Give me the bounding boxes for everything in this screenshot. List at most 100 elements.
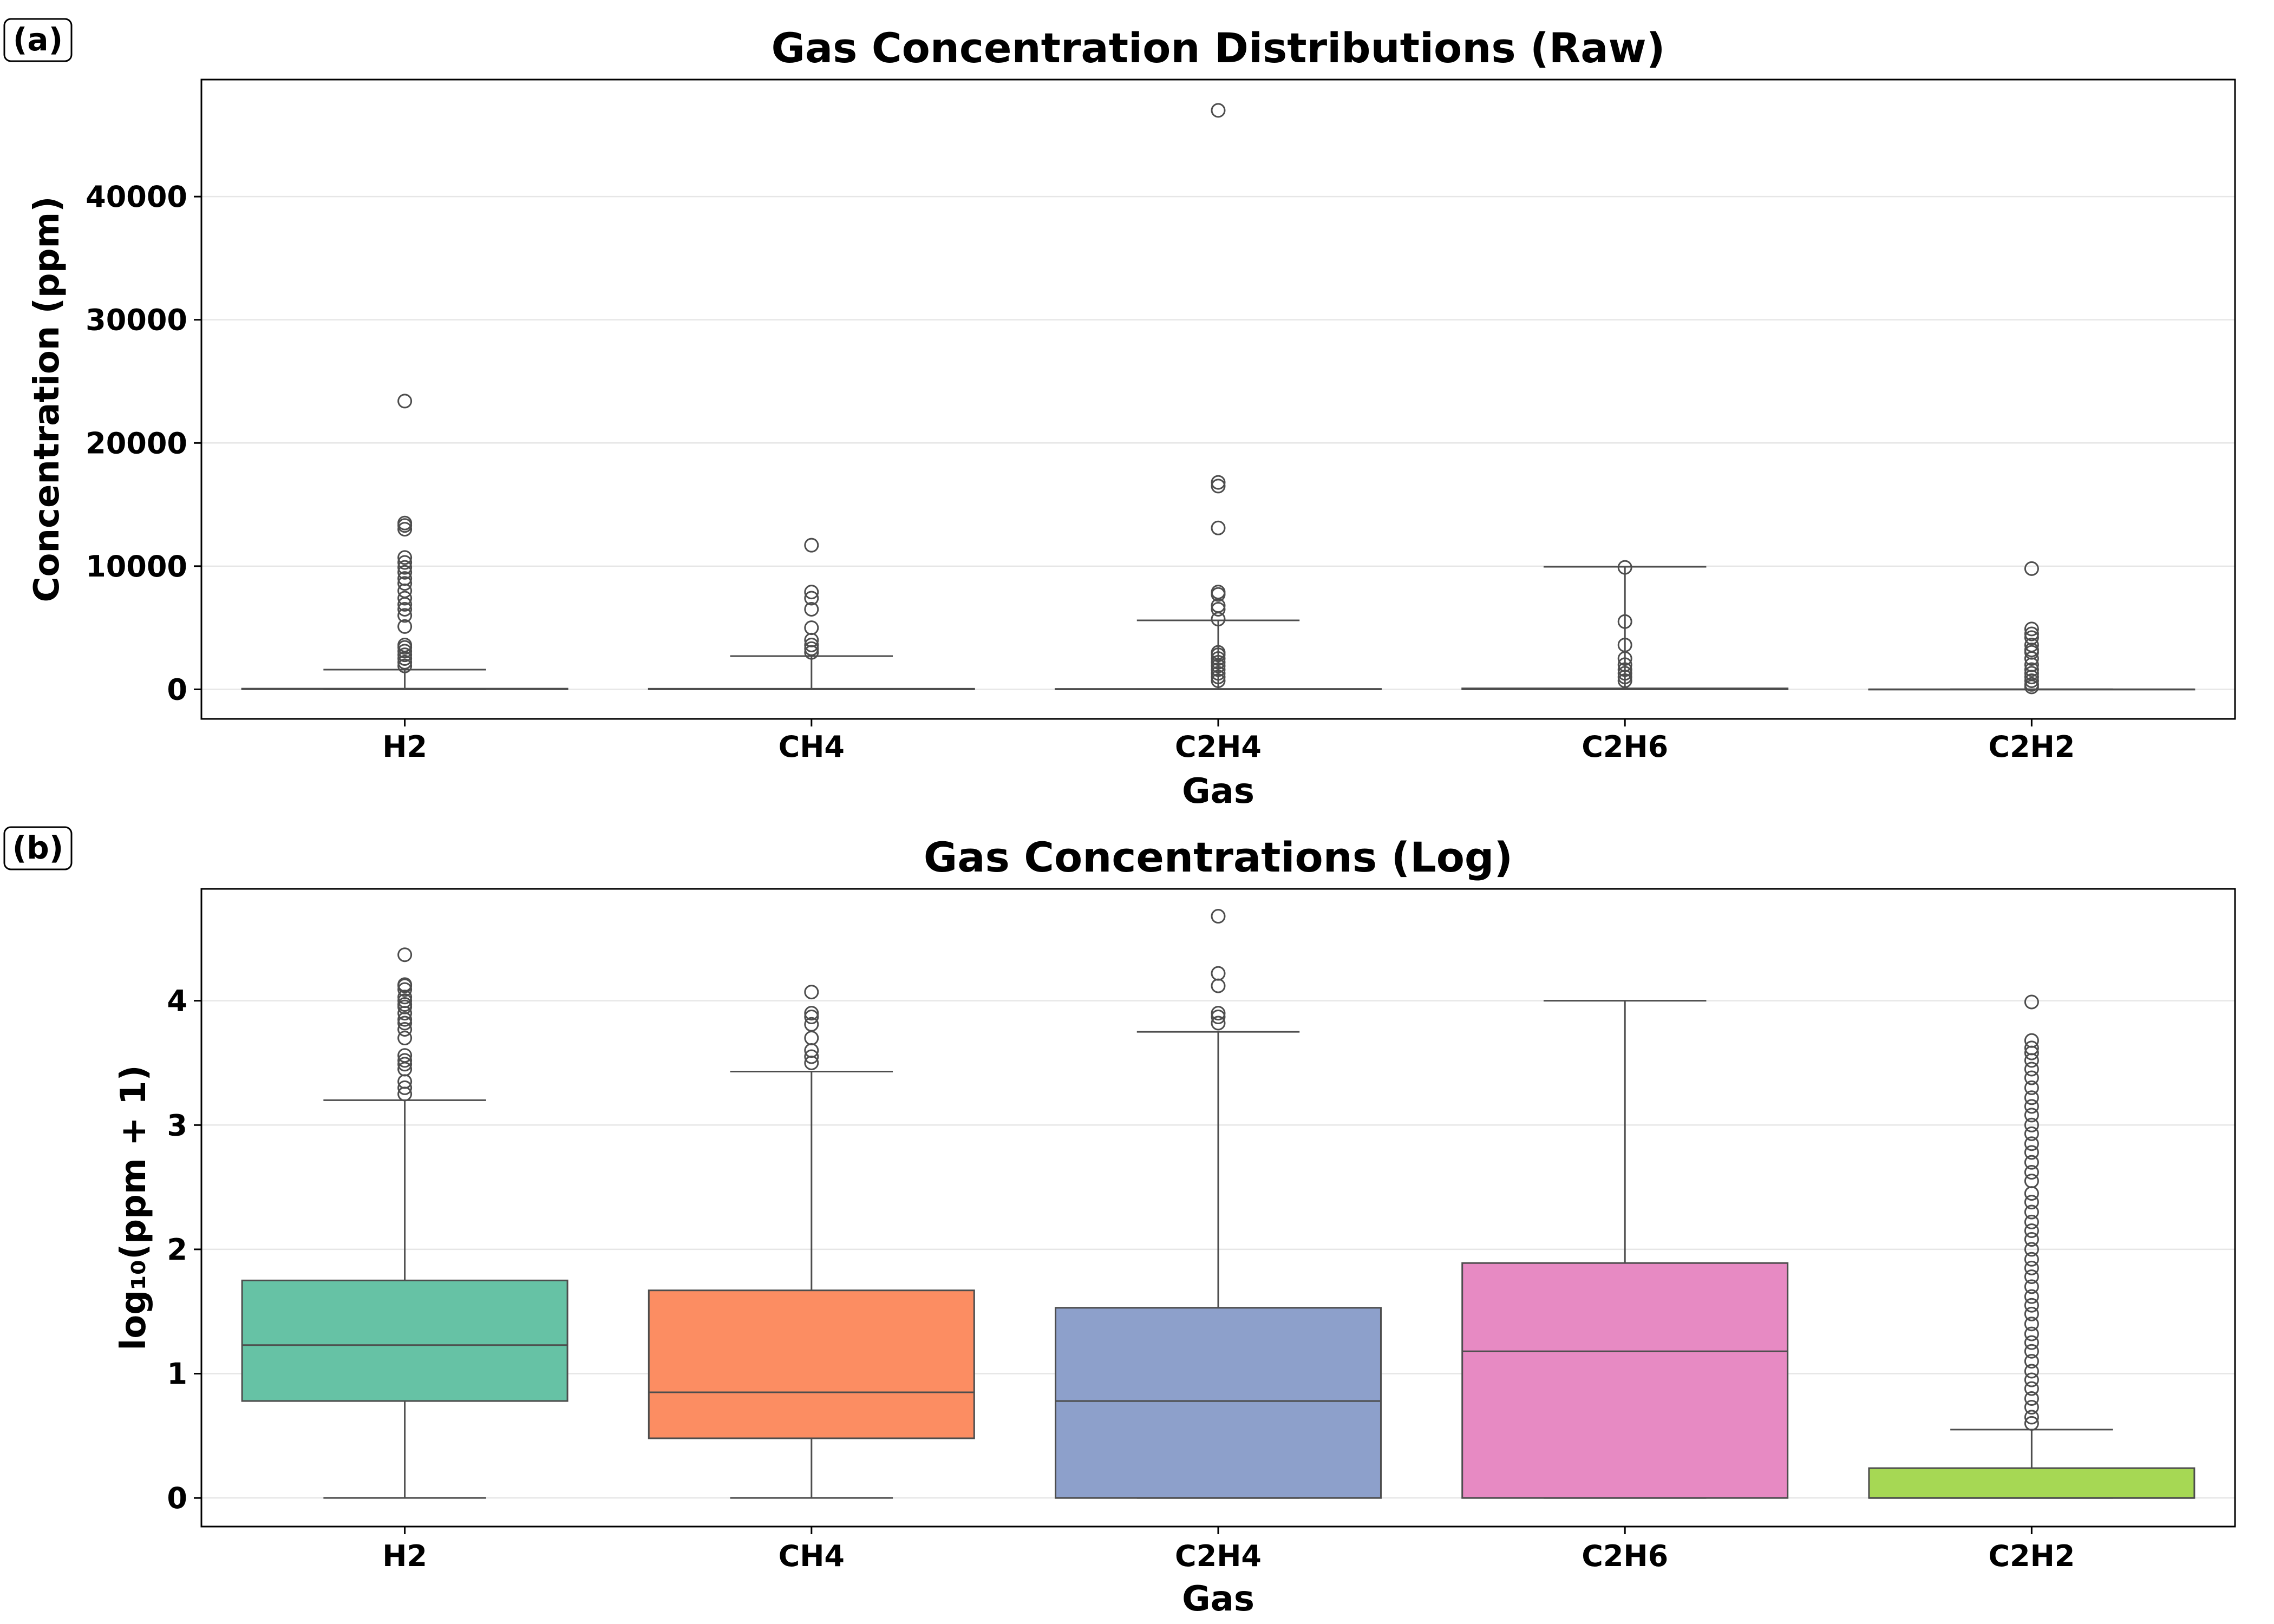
outlier-point (2024, 1174, 2039, 1189)
outlier-point (397, 1016, 413, 1031)
outlier-point (397, 1006, 413, 1021)
x-tick-label: CH4 (779, 730, 845, 764)
box-group-h2 (241, 394, 568, 690)
outlier-point (2024, 1080, 2039, 1095)
outlier-point (2024, 1400, 2039, 1415)
outlier-point (2024, 1223, 2039, 1238)
box (241, 1279, 568, 1402)
outlier-point (804, 1049, 819, 1064)
outlier-point (2024, 1364, 2039, 1379)
outlier-point (397, 576, 413, 591)
outlier-point (2024, 1279, 2039, 1294)
box (648, 1289, 975, 1439)
outlier-point (397, 597, 413, 612)
outlier-point (397, 560, 413, 575)
y-axis-label: log₁₀(ppm + 1) (114, 1065, 154, 1350)
outlier-point (1211, 658, 1226, 673)
outlier-point (397, 1012, 413, 1027)
outlier-point (1211, 103, 1226, 118)
panel-tag: (b) (3, 826, 73, 870)
x-axis-label: Gas (1182, 771, 1254, 811)
outlier-point (804, 985, 819, 1000)
x-tick-label: CH4 (779, 1539, 845, 1573)
box-group-c2h6 (1461, 1000, 1789, 1499)
x-tick-label: H2 (382, 730, 427, 764)
outlier-point (1211, 651, 1226, 666)
outlier-point (2024, 1214, 2039, 1229)
outlier-point (2024, 1416, 2039, 1431)
outlier-point (1617, 673, 1632, 688)
y-tick-label: 0 (167, 1481, 187, 1515)
outlier-point (397, 1057, 413, 1072)
outlier-point (804, 1010, 819, 1025)
outlier-point (1617, 560, 1632, 575)
outlier-point (2024, 1145, 2039, 1160)
outlier-point (1211, 1006, 1226, 1021)
panel-a: (a) Gas Concentration Distributions (Raw)… (3, 18, 2236, 811)
outlier-point (2024, 1317, 2039, 1332)
outlier-point (2024, 1053, 2039, 1068)
outlier-point (2024, 1354, 2039, 1369)
outlier-point (1211, 479, 1226, 494)
outlier-point (2024, 626, 2039, 641)
outlier-point (1211, 587, 1226, 602)
panel-tag-label: (a) (13, 21, 63, 58)
outlier-point (2024, 1260, 2039, 1275)
y-tick-label: 3 (167, 1108, 187, 1142)
y-tick-label: 0 (167, 672, 187, 706)
outlier-point (2024, 1126, 2039, 1141)
outlier-point (2024, 1381, 2039, 1396)
outlier-point (804, 637, 819, 652)
outlier-point (804, 538, 819, 553)
chart-title: Gas Concentrations (Log) (924, 833, 1513, 881)
outlier-point (2024, 1117, 2039, 1132)
outlier-point (397, 990, 413, 1005)
outlier-point (2024, 1335, 2039, 1350)
outlier-point (2024, 1062, 2039, 1077)
outlier-point (2024, 1242, 2039, 1257)
outlier-point (2024, 1155, 2039, 1170)
outlier-point (1211, 647, 1226, 663)
box-group-ch4 (648, 538, 975, 690)
outlier-point (804, 591, 819, 606)
outlier-point (2024, 561, 2039, 576)
x-tick-label: C2H6 (1582, 730, 1668, 764)
panel-tag-box (3, 18, 73, 62)
panel-tag-label: (b) (12, 829, 64, 866)
outlier-point (397, 608, 413, 623)
outlier-point (804, 1031, 819, 1046)
panel-tag-box (3, 826, 73, 870)
outlier-point (804, 645, 819, 660)
outlier-point (1211, 475, 1226, 490)
outlier-point (397, 518, 413, 533)
outlier-point (1211, 612, 1226, 627)
outlier-point (1211, 673, 1226, 688)
y-tick-label: 20000 (86, 426, 187, 460)
x-axis-label: Gas (1182, 1579, 1254, 1619)
outlier-point (2024, 1099, 2039, 1114)
outlier-point (1211, 662, 1226, 677)
outlier-point (2024, 1108, 2039, 1123)
x-tick-label: C2H2 (1988, 1539, 2075, 1573)
outlier-point (397, 1031, 413, 1046)
outlier-point (2024, 1165, 2039, 1180)
outlier-point (2024, 1070, 2039, 1085)
outlier-point (2024, 1204, 2039, 1220)
outlier-point (1617, 662, 1632, 677)
outlier-point (1617, 666, 1632, 681)
outlier-point (397, 658, 413, 673)
outlier-point (397, 1080, 413, 1095)
chart-title: Gas Concentration Distributions (Raw) (771, 24, 1665, 72)
outlier-point (1211, 909, 1226, 924)
y-axis-label: Concentration (ppm) (27, 197, 67, 603)
y-tick-label: 10000 (86, 549, 187, 584)
outlier-point (1211, 654, 1226, 670)
outlier-point (397, 651, 413, 666)
outlier-point (397, 394, 413, 409)
outlier-point (397, 978, 413, 993)
outlier-point (397, 647, 413, 663)
outlier-point (397, 644, 413, 659)
outlier-point (1617, 651, 1632, 666)
outlier-point (2024, 1289, 2039, 1304)
outlier-point (397, 583, 413, 598)
